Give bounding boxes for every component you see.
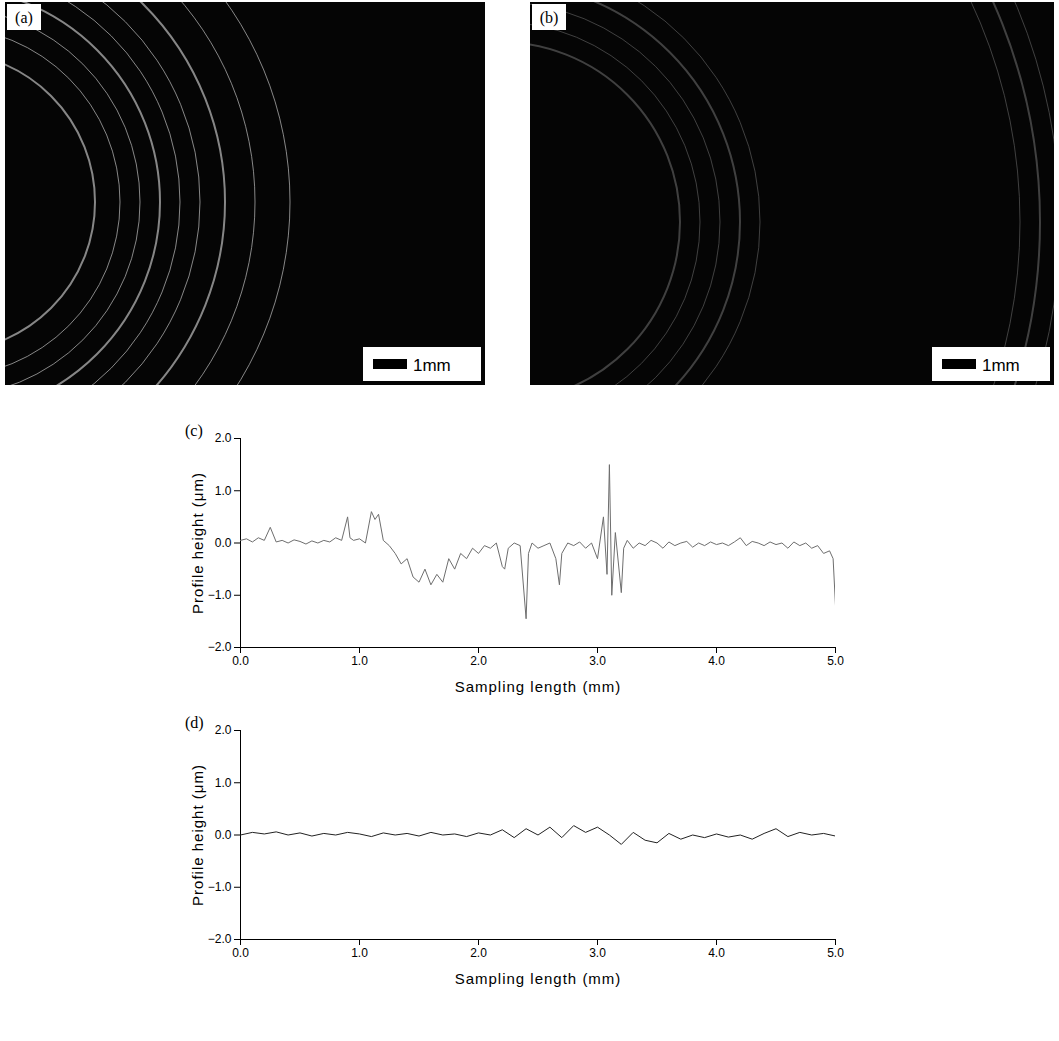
svg-text:Profile height (μm): Profile height (μm) bbox=[189, 764, 206, 906]
svg-text:1.0: 1.0 bbox=[351, 654, 368, 668]
svg-text:4.0: 4.0 bbox=[708, 946, 725, 960]
svg-text:−2.0: −2.0 bbox=[208, 640, 232, 654]
svg-text:(a): (a) bbox=[15, 9, 33, 27]
svg-text:5.0: 5.0 bbox=[827, 654, 844, 668]
svg-text:2.0: 2.0 bbox=[470, 654, 487, 668]
svg-text:0.0: 0.0 bbox=[232, 654, 249, 668]
svg-text:0.0: 0.0 bbox=[215, 828, 232, 842]
svg-text:1mm: 1mm bbox=[413, 356, 451, 375]
svg-text:Sampling length (mm): Sampling length (mm) bbox=[455, 678, 622, 695]
svg-text:3.0: 3.0 bbox=[589, 654, 606, 668]
svg-text:5.0: 5.0 bbox=[827, 946, 844, 960]
svg-text:1.0: 1.0 bbox=[215, 776, 232, 790]
svg-text:1.0: 1.0 bbox=[351, 946, 368, 960]
svg-text:1mm: 1mm bbox=[982, 356, 1020, 375]
svg-text:4.0: 4.0 bbox=[708, 654, 725, 668]
svg-text:2.0: 2.0 bbox=[215, 723, 232, 737]
svg-text:2.0: 2.0 bbox=[470, 946, 487, 960]
svg-text:1.0: 1.0 bbox=[215, 484, 232, 498]
svg-text:−1.0: −1.0 bbox=[208, 880, 232, 894]
svg-text:0.0: 0.0 bbox=[215, 536, 232, 550]
svg-text:−2.0: −2.0 bbox=[208, 932, 232, 946]
svg-text:3.0: 3.0 bbox=[589, 946, 606, 960]
svg-text:0.0: 0.0 bbox=[232, 946, 249, 960]
svg-text:−1.0: −1.0 bbox=[208, 588, 232, 602]
html-text:(c): (c) bbox=[185, 422, 203, 439]
svg-text:(b): (b) bbox=[540, 9, 559, 27]
svg-text:Profile height (μm): Profile height (μm) bbox=[189, 472, 206, 614]
svg-text:2.0: 2.0 bbox=[215, 431, 232, 445]
html-text:(d): (d) bbox=[185, 714, 204, 731]
svg-text:Sampling length (mm): Sampling length (mm) bbox=[455, 970, 622, 987]
